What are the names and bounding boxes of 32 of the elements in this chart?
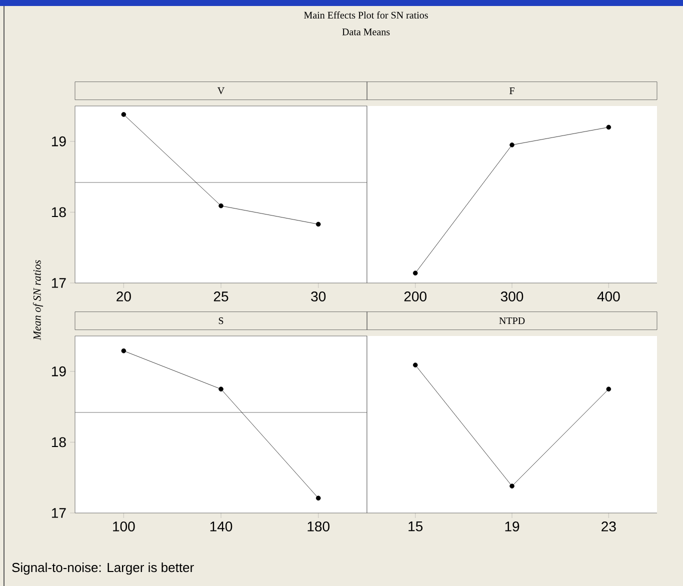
chart-title: F	[510, 88, 514, 94]
x-tick-label: 20	[116, 292, 131, 302]
x-tick-label: 300	[500, 292, 524, 302]
x-tick-label: 400	[597, 292, 620, 302]
point	[316, 222, 321, 227]
text: Data Means	[342, 28, 390, 36]
y-axis-title: Mean of SN ratios	[32, 260, 44, 340]
chart-title: V	[218, 87, 225, 94]
y-tick-label: 19	[52, 366, 66, 376]
x-tick-label: 15	[408, 522, 423, 532]
point	[316, 496, 321, 501]
point	[121, 348, 126, 354]
point	[218, 386, 224, 392]
point	[121, 112, 126, 117]
x-tick-label: 200	[404, 292, 426, 302]
x-tick-label: 100	[113, 522, 135, 532]
x-tick-label: 25	[214, 292, 228, 302]
x-tick-label: 140	[210, 522, 232, 532]
y-tick-label: 17	[52, 278, 66, 288]
y-tick-label: 19	[52, 136, 66, 146]
chart-title: S	[218, 317, 224, 324]
x-tick-label: 19	[505, 522, 520, 532]
y-tick-label: 18	[52, 437, 66, 448]
text: Main Effects Plot for SN ratios	[304, 11, 428, 19]
point	[218, 203, 224, 208]
x-tick-label: 23	[602, 522, 616, 532]
y-tick-label: 17	[52, 508, 66, 518]
chart-title: NTPD	[499, 318, 525, 324]
y-tick-label: 18	[52, 207, 66, 218]
x-tick-label: 30	[311, 292, 326, 302]
text: Signal-to-noise: Larger is better	[12, 562, 194, 575]
x-tick-label: 180	[308, 522, 330, 532]
